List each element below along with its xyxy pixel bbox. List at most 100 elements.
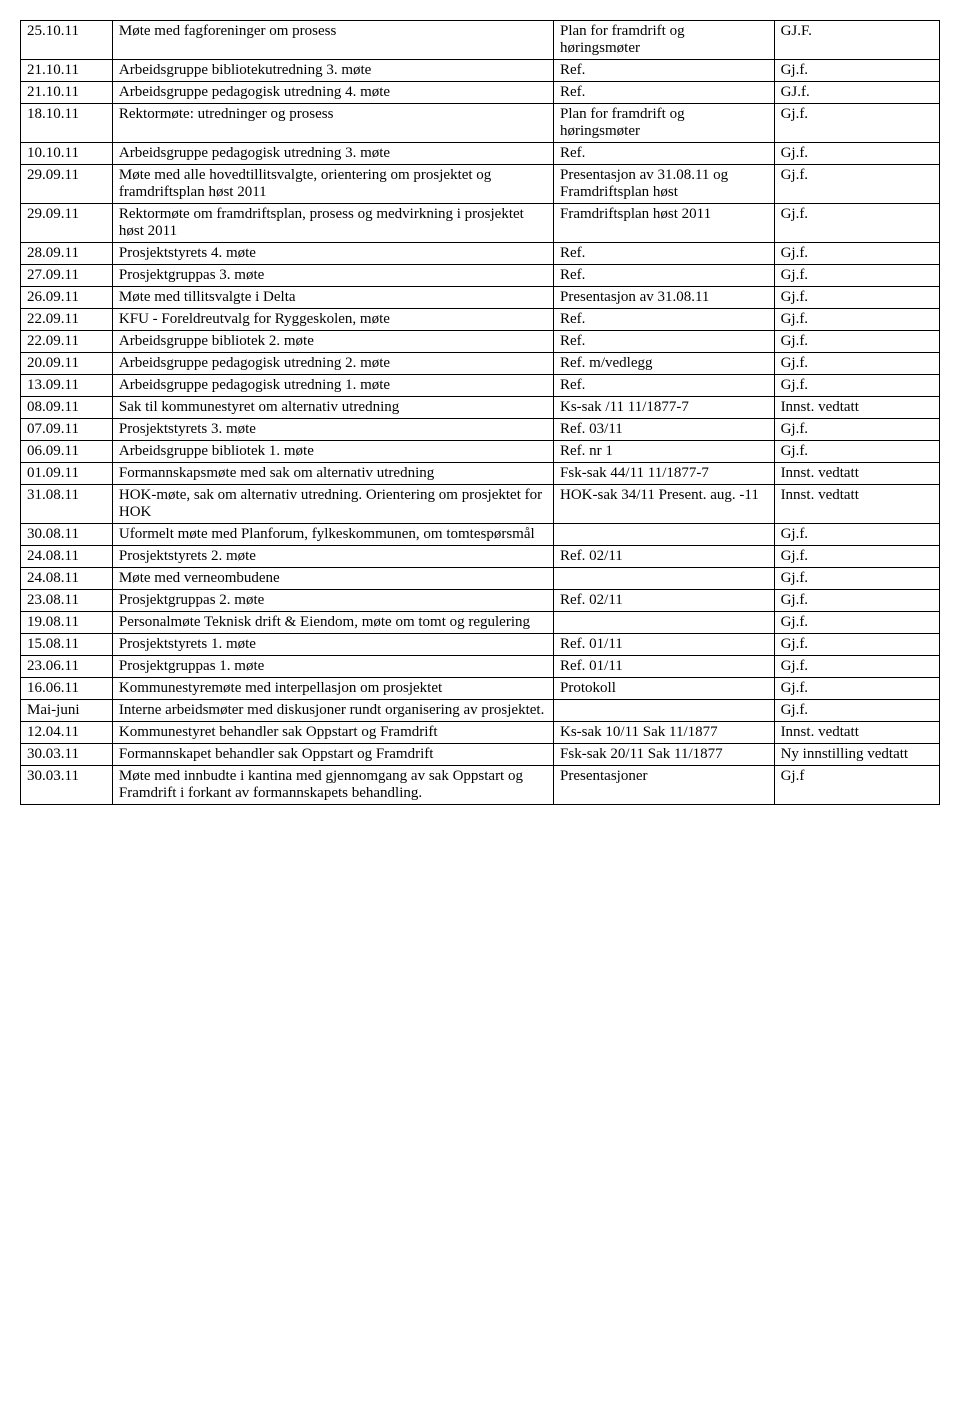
cell-description: Prosjektstyrets 1. møte	[112, 634, 553, 656]
table-row: Mai-juniInterne arbeidsmøter med diskusj…	[21, 700, 940, 722]
cell-date: 10.10.11	[21, 143, 113, 165]
cell-status: Gj.f.	[774, 143, 939, 165]
cell-date: 20.09.11	[21, 353, 113, 375]
cell-date: 19.08.11	[21, 612, 113, 634]
cell-reference: Ref.	[554, 331, 775, 353]
cell-reference: Fsk-sak 20/11 Sak 11/1877	[554, 744, 775, 766]
table-row: 25.10.11Møte med fagforeninger om proses…	[21, 21, 940, 60]
cell-date: 24.08.11	[21, 568, 113, 590]
cell-reference: Framdriftsplan høst 2011	[554, 204, 775, 243]
table-row: 20.09.11Arbeidsgruppe pedagogisk utredni…	[21, 353, 940, 375]
table-row: 22.09.11Arbeidsgruppe bibliotek 2. møteR…	[21, 331, 940, 353]
cell-date: 21.10.11	[21, 60, 113, 82]
cell-reference: Ref. 02/11	[554, 546, 775, 568]
cell-status: Gj.f.	[774, 104, 939, 143]
cell-status: Gj.f.	[774, 441, 939, 463]
cell-description: HOK-møte, sak om alternativ utredning. O…	[112, 485, 553, 524]
cell-description: Prosjektgruppas 2. møte	[112, 590, 553, 612]
cell-date: 24.08.11	[21, 546, 113, 568]
cell-reference: Ref. 03/11	[554, 419, 775, 441]
cell-reference: Plan for framdrift og høringsmøter	[554, 21, 775, 60]
cell-reference: Fsk-sak 44/11 11/1877-7	[554, 463, 775, 485]
cell-status: Gj.f.	[774, 590, 939, 612]
cell-reference: Plan for framdrift og høringsmøter	[554, 104, 775, 143]
table-row: 31.08.11HOK-møte, sak om alternativ utre…	[21, 485, 940, 524]
cell-description: Prosjektgruppas 1. møte	[112, 656, 553, 678]
cell-status: Gj.f.	[774, 243, 939, 265]
cell-description: Interne arbeidsmøter med diskusjoner run…	[112, 700, 553, 722]
cell-status: Innst. vedtatt	[774, 722, 939, 744]
cell-reference: Protokoll	[554, 678, 775, 700]
cell-reference: Ref. nr 1	[554, 441, 775, 463]
cell-date: 15.08.11	[21, 634, 113, 656]
cell-reference	[554, 612, 775, 634]
cell-status: Gj.f.	[774, 678, 939, 700]
cell-status: Gj.f.	[774, 634, 939, 656]
cell-reference: Ref. 01/11	[554, 634, 775, 656]
cell-date: 12.04.11	[21, 722, 113, 744]
cell-reference: Ref.	[554, 243, 775, 265]
cell-reference: Ref. 01/11	[554, 656, 775, 678]
cell-reference: Ref.	[554, 82, 775, 104]
cell-description: Kommunestyremøte med interpellasjon om p…	[112, 678, 553, 700]
cell-date: 13.09.11	[21, 375, 113, 397]
cell-date: 23.08.11	[21, 590, 113, 612]
cell-description: Kommunestyret behandler sak Oppstart og …	[112, 722, 553, 744]
cell-description: Prosjektstyrets 3. møte	[112, 419, 553, 441]
table-row: 23.08.11Prosjektgruppas 2. møteRef. 02/1…	[21, 590, 940, 612]
cell-reference: Ks-sak 10/11 Sak 11/1877	[554, 722, 775, 744]
table-row: 16.06.11Kommunestyremøte med interpellas…	[21, 678, 940, 700]
cell-reference: Presentasjon av 31.08.11	[554, 287, 775, 309]
cell-reference: Ref.	[554, 309, 775, 331]
cell-description: Uformelt møte med Planforum, fylkeskommu…	[112, 524, 553, 546]
cell-status: Gj.f.	[774, 353, 939, 375]
table-row: 21.10.11Arbeidsgruppe pedagogisk utredni…	[21, 82, 940, 104]
cell-date: 07.09.11	[21, 419, 113, 441]
cell-date: 08.09.11	[21, 397, 113, 419]
cell-date: 06.09.11	[21, 441, 113, 463]
cell-status: Gj.f.	[774, 287, 939, 309]
cell-date: 22.09.11	[21, 309, 113, 331]
cell-status: Gj.f.	[774, 700, 939, 722]
cell-status: Gj.f.	[774, 568, 939, 590]
table-row: 06.09.11Arbeidsgruppe bibliotek 1. møteR…	[21, 441, 940, 463]
table-row: 26.09.11Møte med tillitsvalgte i DeltaPr…	[21, 287, 940, 309]
cell-status: Gj.f.	[774, 546, 939, 568]
table-row: 18.10.11Rektormøte: utredninger og prose…	[21, 104, 940, 143]
cell-description: Møte med tillitsvalgte i Delta	[112, 287, 553, 309]
table-row: 28.09.11Prosjektstyrets 4. møteRef.Gj.f.	[21, 243, 940, 265]
table-row: 23.06.11Prosjektgruppas 1. møteRef. 01/1…	[21, 656, 940, 678]
cell-description: Arbeidsgruppe pedagogisk utredning 2. mø…	[112, 353, 553, 375]
cell-description: KFU - Foreldreutvalg for Ryggeskolen, mø…	[112, 309, 553, 331]
cell-date: 30.03.11	[21, 744, 113, 766]
cell-description: Arbeidsgruppe bibliotek 2. møte	[112, 331, 553, 353]
cell-reference	[554, 700, 775, 722]
cell-reference: Ref.	[554, 265, 775, 287]
cell-date: 21.10.11	[21, 82, 113, 104]
cell-description: Formannskapsmøte med sak om alternativ u…	[112, 463, 553, 485]
cell-status: Gj.f.	[774, 419, 939, 441]
table-row: 21.10.11Arbeidsgruppe bibliotekutredning…	[21, 60, 940, 82]
cell-description: Personalmøte Teknisk drift & Eiendom, mø…	[112, 612, 553, 634]
cell-description: Prosjektstyrets 4. møte	[112, 243, 553, 265]
table-row: 24.08.11Møte med verneombudeneGj.f.	[21, 568, 940, 590]
cell-description: Arbeidsgruppe pedagogisk utredning 1. mø…	[112, 375, 553, 397]
cell-status: Innst. vedtatt	[774, 463, 939, 485]
cell-status: GJ.F.	[774, 21, 939, 60]
activity-log-table: 25.10.11Møte med fagforeninger om proses…	[20, 20, 940, 805]
cell-reference	[554, 524, 775, 546]
cell-description: Møte med fagforeninger om prosess	[112, 21, 553, 60]
cell-date: 30.03.11	[21, 766, 113, 805]
cell-reference: Ref. 02/11	[554, 590, 775, 612]
cell-status: Gj.f.	[774, 656, 939, 678]
cell-description: Arbeidsgruppe bibliotekutredning 3. møte	[112, 60, 553, 82]
cell-description: Prosjektstyrets 2. møte	[112, 546, 553, 568]
cell-description: Møte med innbudte i kantina med gjennomg…	[112, 766, 553, 805]
cell-date: 18.10.11	[21, 104, 113, 143]
table-row: 29.09.11Rektormøte om framdriftsplan, pr…	[21, 204, 940, 243]
table-row: 30.08.11Uformelt møte med Planforum, fyl…	[21, 524, 940, 546]
cell-description: Rektormøte om framdriftsplan, prosess og…	[112, 204, 553, 243]
cell-reference	[554, 568, 775, 590]
cell-status: Gj.f.	[774, 204, 939, 243]
cell-status: Gj.f.	[774, 612, 939, 634]
